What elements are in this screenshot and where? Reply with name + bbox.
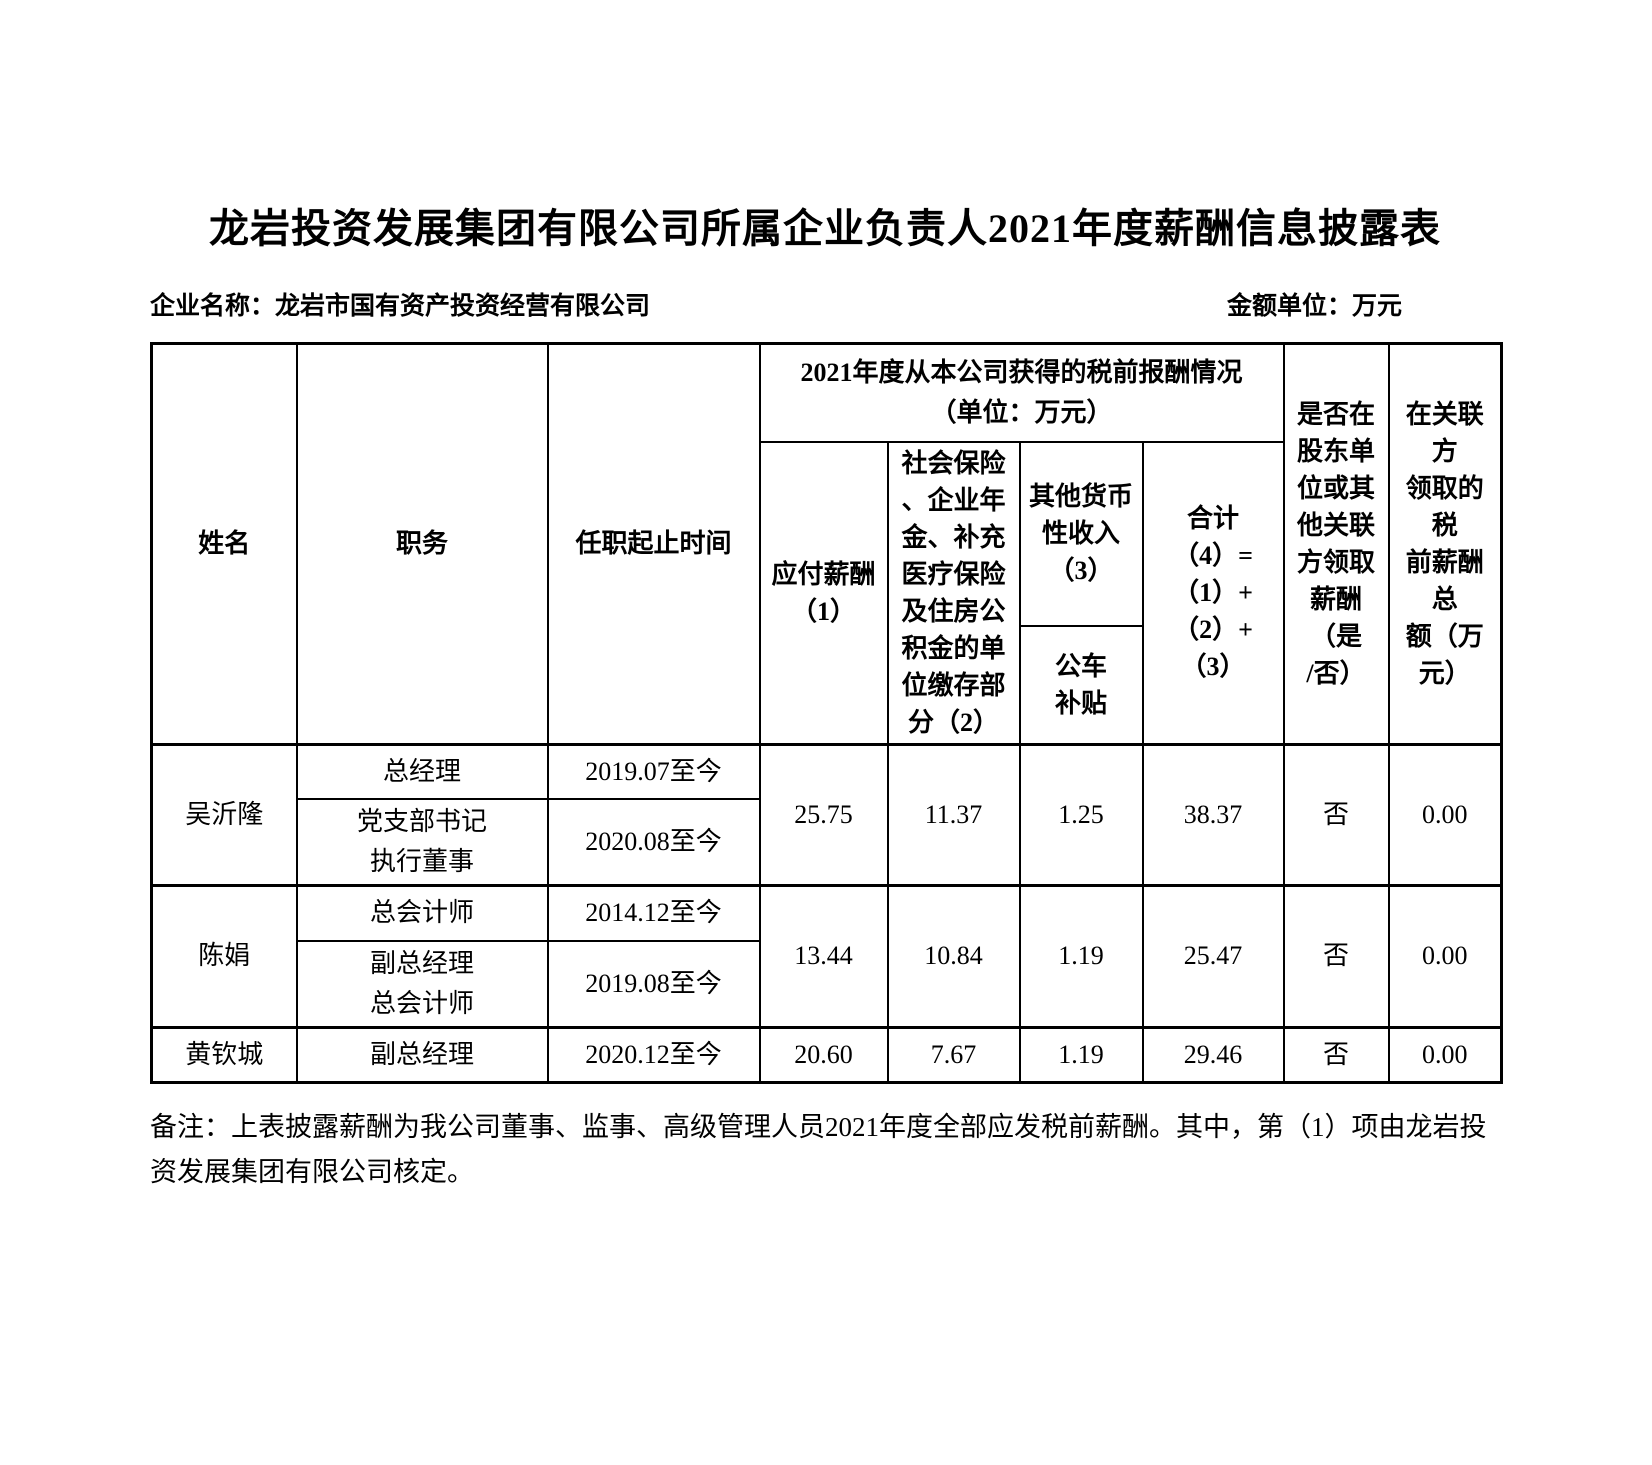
- header-other-cash-income: 其他货币 性收入 （3）: [1018, 440, 1144, 628]
- header-total: 合计 （4）= （1）+ （2）+ （3）: [1141, 440, 1285, 745]
- cell-other-cash: 1.25: [1018, 742, 1144, 887]
- cell-total: 38.37: [1141, 742, 1285, 887]
- table-row: 黄钦城 副总经理 2020.12至今 20.60 7.67 1.19 29.46…: [150, 1025, 1503, 1083]
- header-social-insurance: 社会保险 、企业年 金、补充 医疗保险 及住房公 积金的单 位缴存部 分（2）: [886, 440, 1021, 745]
- cell-payable: 20.60: [758, 1025, 889, 1083]
- cell-term: 2014.12至今: [546, 884, 761, 942]
- header-name: 姓名: [150, 342, 298, 745]
- table-row: 陈娟 总会计师 2014.12至今 13.44 10.84 1.19 25.47…: [150, 884, 1503, 1028]
- document-title: 龙岩投资发展集团有限公司所属企业负责人2021年度薪酬信息披露表: [209, 206, 1441, 251]
- cell-related: 0.00: [1387, 1025, 1503, 1083]
- cell-name: 黄钦城: [150, 1025, 298, 1083]
- cell-total: 25.47: [1141, 884, 1285, 1028]
- cell-social: 10.84: [886, 884, 1021, 1028]
- footnote: 备注：上表披露薪酬为我公司董事、监事、高级管理人员2021年度全部应发税前薪酬。…: [150, 1112, 1487, 1187]
- cell-term: 2020.08至今: [546, 798, 761, 887]
- header-position: 职务: [295, 342, 549, 745]
- cell-shareholder: 否: [1282, 884, 1390, 1028]
- header-remuneration-group: 2021年度从本公司获得的税前报酬情况 （单位：万元）: [758, 342, 1285, 443]
- cell-position: 副总经理: [295, 1025, 549, 1083]
- table-subrow: 党支部书记 执行董事 2020.08至今: [152, 798, 1502, 887]
- cell-position: 总会计师: [295, 884, 549, 942]
- cell-shareholder: 否: [1282, 1025, 1390, 1083]
- salary-table: 姓名 职务 任职起止时间 2021年度从本公司获得的税前报酬情况 （单位：万元）…: [150, 342, 1504, 1084]
- cell-payable: 25.75: [758, 742, 889, 887]
- header-payable-salary: 应付薪酬 （1）: [758, 440, 889, 745]
- cell-social: 11.37: [886, 742, 1021, 887]
- header-car-subsidy: 公车 补贴: [1018, 625, 1144, 745]
- header-term: 任职起止时间: [546, 342, 761, 745]
- cell-position: 副总经理 总会计师: [295, 939, 549, 1028]
- cell-name: 陈娟: [150, 884, 298, 1028]
- cell-other-cash: 1.19: [1018, 1025, 1144, 1083]
- cell-term: 2020.12至今: [546, 1025, 761, 1083]
- cell-social: 7.67: [886, 1025, 1021, 1083]
- cell-name: 吴沂隆: [150, 742, 298, 887]
- cell-related: 0.00: [1387, 884, 1503, 1028]
- header-shareholder-pay: 是否在 股东单 位或其 他关联 方领取 薪酬 （是 /否）: [1282, 342, 1390, 745]
- cell-shareholder: 否: [1282, 742, 1390, 887]
- cell-related: 0.00: [1387, 742, 1503, 887]
- cell-position: 总经理: [295, 742, 549, 800]
- cell-term: 2019.07至今: [546, 742, 761, 800]
- cell-other-cash: 1.19: [1018, 884, 1144, 1028]
- company-name-label: 企业名称：龙岩市国有资产投资经营有限公司: [150, 293, 651, 320]
- meta-row: 企业名称：龙岩市国有资产投资经营有限公司 金额单位：万元: [150, 286, 1500, 326]
- amount-unit-label: 金额单位：万元: [1226, 293, 1402, 320]
- cell-position: 党支部书记 执行董事: [295, 798, 549, 887]
- cell-payable: 13.44: [758, 884, 889, 1028]
- table-row: 吴沂隆 总经理 2019.07至今 25.75 11.37 1.25 38.37…: [150, 742, 1503, 887]
- header-related-party-pay: 在关联方 领取的税 前薪酬总 额（万 元）: [1387, 342, 1503, 745]
- cell-term: 2019.08至今: [546, 939, 761, 1028]
- cell-total: 29.46: [1141, 1025, 1285, 1083]
- table-subrow: 副总经理 总会计师 2019.08至今: [152, 939, 1502, 1028]
